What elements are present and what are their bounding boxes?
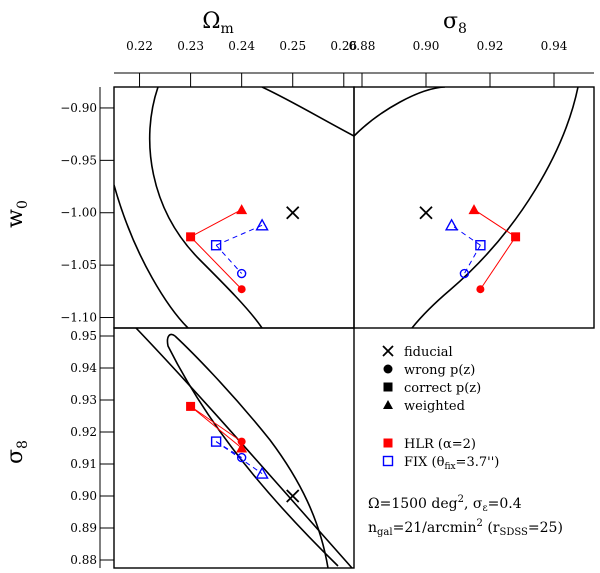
x-tick-label: 0.94: [541, 39, 568, 53]
contour-line: [166, 333, 339, 567]
FIX (θfix=3.7'') wrong-pz-point: [236, 452, 247, 463]
HLR (α=2) correct-pz-point: [186, 232, 196, 242]
x-tick-label: 0.26: [330, 39, 357, 53]
y-tick-label: 0.88: [70, 553, 97, 567]
x-tick-label: 0.88: [349, 39, 376, 53]
panel-sigma8-w0: 0.88 0.90 0.92 0.94: [349, 39, 595, 329]
legend-wrong-label: wrong p(z): [404, 363, 475, 378]
legend-correct-label: correct p(z): [404, 381, 481, 396]
legend: fiducial wrong p(z) correct p(z) weighte…: [382, 345, 499, 472]
legend-fiducial-marker: [382, 345, 394, 357]
FIX (θfix=3.7'') weighted-point: [255, 218, 269, 231]
top-left-x-title: Ωm: [202, 9, 234, 37]
FIX (θfix=3.7'') connector: [215, 441, 263, 475]
x-tick-label: 0.23: [177, 39, 204, 53]
survey-info-line1: Ω=1500 deg2, σε=0.4: [368, 494, 522, 514]
contour-line: [411, 87, 579, 328]
y-tick-label: 0.89: [70, 521, 97, 535]
panel-omega-sigma8: 0.95 0.94 0.93 0.92 0.91 0.90 0.89 0.88: [70, 327, 355, 569]
y-tick-label: 0.94: [70, 361, 97, 375]
top-right-x-title: σ8: [443, 9, 467, 37]
HLR (α=2) connector: [190, 405, 242, 443]
x-tick-label: 0.24: [228, 39, 255, 53]
y-tick-label: −0.95: [60, 153, 97, 167]
HLR (α=2) connector: [190, 406, 242, 449]
panel-omega-w0: 0.22 0.23 0.24 0.25 0.26 −0.90 −0.95 −1.00 −1.05…: [60, 39, 357, 329]
y-tick-label: −1.00: [60, 206, 97, 220]
HLR (α=2) weighted-point: [468, 204, 480, 215]
legend-correct-marker: [383, 382, 393, 392]
contour-line: [174, 335, 329, 568]
y-tick-label: 0.92: [70, 425, 97, 439]
FIX (θfix=3.7'') wrong-pz-point: [236, 268, 247, 279]
y-tick-label: 0.93: [70, 393, 97, 407]
y-tick-label: −1.05: [60, 258, 97, 272]
FIX (θfix=3.7'') correct-pz-point: [475, 240, 486, 251]
legend-fiducial-label: fiducial: [404, 345, 453, 360]
x-tick-label: 0.92: [477, 39, 504, 53]
y-tick-label: −0.90: [60, 101, 97, 115]
legend-weighted-marker: [383, 400, 393, 409]
HLR (α=2) connector: [479, 236, 517, 290]
FIX (θfix=3.7'') connector: [215, 244, 243, 274]
FIX (θfix=3.7'') correct-pz-point: [210, 240, 222, 251]
x-tick-label: 0.90: [413, 39, 440, 53]
HLR (α=2) connector: [473, 209, 516, 238]
panel-frame: [353, 86, 595, 329]
FIX (θfix=3.7'') connector: [215, 224, 263, 246]
FIX (θfix=3.7'') weighted-point: [444, 218, 459, 231]
survey-info-line2: ngal=21/arcmin2 (rSDSS=25): [368, 518, 563, 538]
contour-line: [148, 87, 263, 328]
y-tick-label: −1.10: [60, 311, 97, 325]
contour-line: [354, 87, 446, 137]
FIX (θfix=3.7'') wrong-pz-point: [459, 268, 470, 279]
FIX (θfix=3.7'') connector: [463, 244, 481, 274]
contour-line: [261, 87, 354, 137]
fiducial-marker-b: [286, 489, 300, 503]
top-y-title: w0: [3, 200, 31, 228]
legend-weighted-label: weighted: [404, 399, 465, 414]
FIX (θfix=3.7'') correct-pz-point: [210, 436, 222, 447]
x-tick-label: 0.22: [126, 39, 153, 53]
legend-fix-label: FIX (θfix=3.7''): [404, 455, 499, 472]
HLR (α=2) wrong-pz-point: [476, 285, 485, 294]
fiducial-marker-b: [286, 206, 300, 220]
HLR (α=2) weighted-point: [236, 204, 248, 215]
legend-hlr-label: HLR (α=2): [404, 437, 476, 452]
y-tick-label: 0.91: [70, 457, 97, 471]
x-tick-label: 0.25: [279, 39, 306, 53]
y-tick-label: 0.90: [70, 489, 97, 503]
HLR (α=2) connector: [190, 236, 243, 290]
HLR (α=2) correct-pz-point: [511, 232, 521, 242]
y-tick-label: 0.95: [70, 329, 97, 343]
HLR (α=2) weighted-point: [236, 442, 248, 453]
FIX (θfix=3.7'') weighted-point: [255, 466, 269, 479]
HLR (α=2) wrong-pz-point: [237, 285, 246, 294]
legend-wrong-marker: [383, 364, 393, 374]
contour-line: [114, 184, 189, 328]
legend-fix-marker: [382, 455, 394, 467]
HLR (α=2) connector: [190, 209, 242, 238]
legend-hlr-marker: [383, 438, 393, 448]
bottom-y-title: σ8: [3, 440, 31, 464]
panel-frame: [113, 327, 355, 569]
fiducial-marker-b: [419, 206, 433, 220]
HLR (α=2) correct-pz-point: [186, 401, 196, 411]
HLR (α=2) wrong-pz-point: [237, 437, 246, 446]
